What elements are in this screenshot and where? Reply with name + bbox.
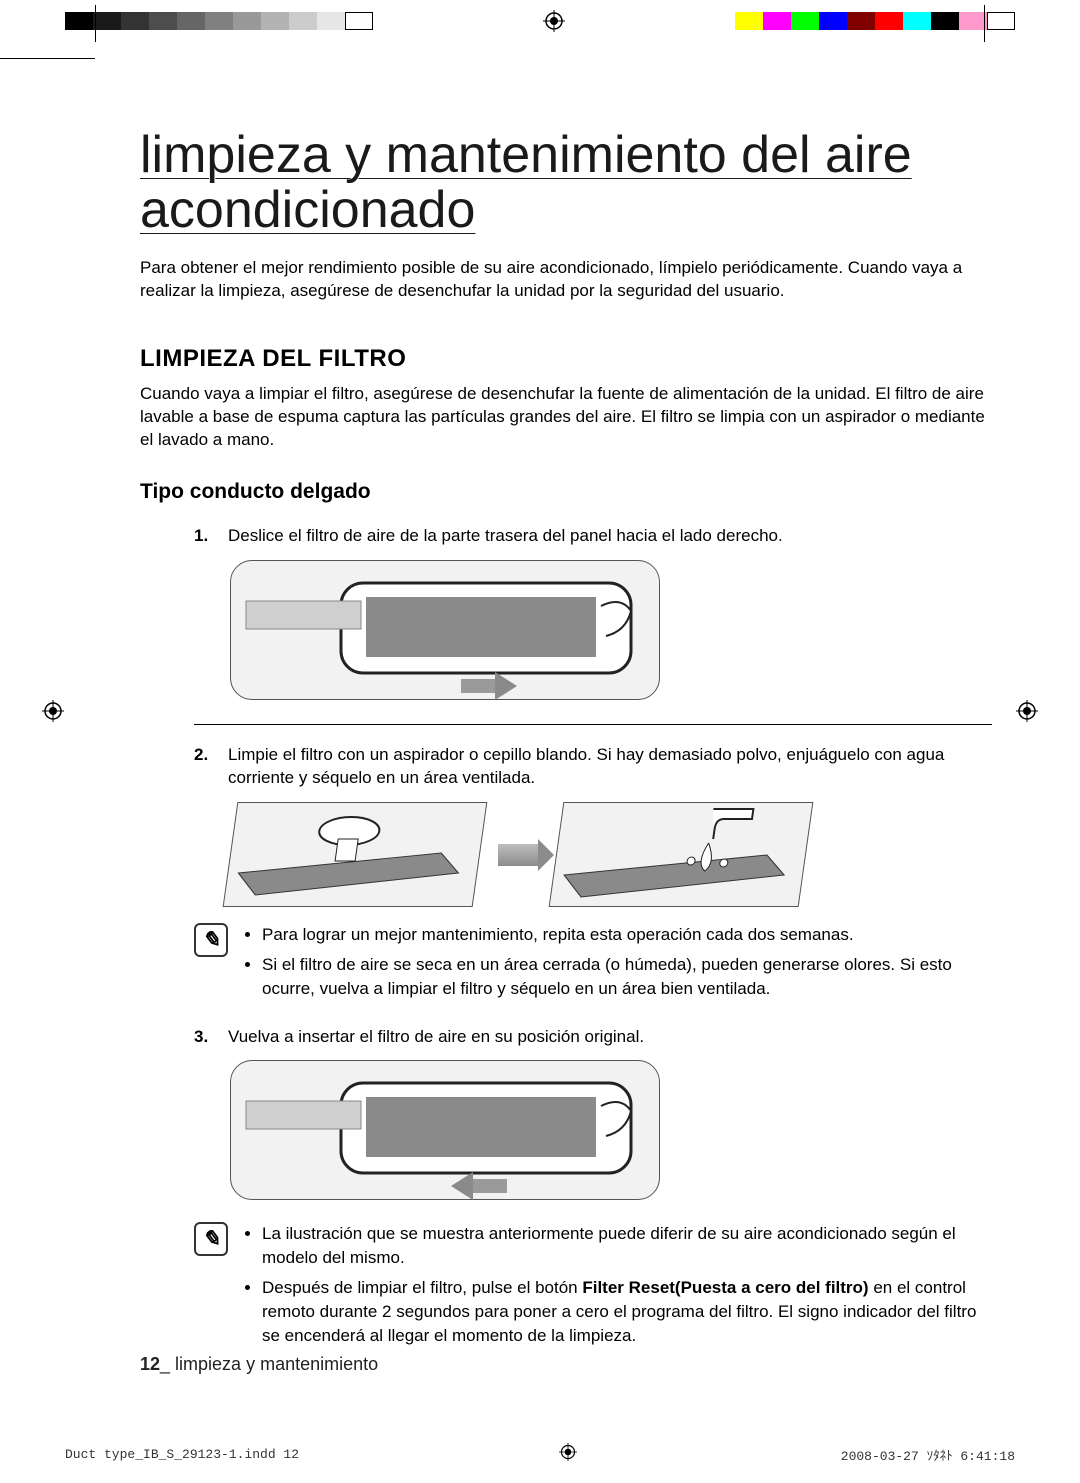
note-block: ✎ La ilustración que se muestra anterior…	[140, 1222, 992, 1353]
note-bullet: Si el filtro de aire se seca en un área …	[262, 953, 992, 1001]
note-list: La ilustración que se muestra anteriorme…	[242, 1222, 992, 1353]
page-footer: 12_ limpieza y mantenimiento	[140, 1354, 378, 1375]
step-item: 3. Vuelva a insertar el filtro de aire e…	[140, 1025, 992, 1354]
vacuum-filter-illustration	[223, 802, 488, 907]
print-file-name: Duct type_IB_S_29123-1.indd 12	[65, 1447, 299, 1462]
arrow-right-icon	[498, 844, 538, 866]
step-list: 1. Deslice el filtro de aire de la parte…	[140, 524, 992, 1354]
intro-paragraph: Para obtener el mejor rendimiento posibl…	[140, 257, 992, 303]
crop-mark	[0, 58, 95, 59]
step-number: 2.	[194, 743, 216, 791]
filter-slide-right-illustration	[230, 560, 660, 700]
registration-mark-icon	[543, 10, 565, 32]
divider	[194, 724, 992, 725]
figure-row	[140, 802, 992, 907]
registration-bar-top	[65, 12, 1015, 30]
section-body: Cuando vaya a limpiar el filtro, asegúre…	[140, 383, 992, 452]
step-text: Vuelva a insertar el filtro de aire en s…	[228, 1025, 644, 1049]
page-title: limpieza y mantenimiento del aire acondi…	[140, 128, 992, 237]
note-text: Después de limpiar el filtro, pulse el b…	[262, 1278, 582, 1297]
page-number: 12	[140, 1354, 160, 1374]
filter-slide-left-illustration	[230, 1060, 660, 1200]
figure	[140, 560, 992, 706]
color-ramp	[735, 12, 1015, 30]
step-number: 1.	[194, 524, 216, 548]
step-item: 1. Deslice el filtro de aire de la parte…	[140, 524, 992, 725]
footer-text: _ limpieza y mantenimiento	[160, 1354, 378, 1374]
step-text: Deslice el filtro de aire de la parte tr…	[228, 524, 783, 548]
rinse-filter-illustration	[549, 802, 814, 907]
figure	[140, 1060, 992, 1206]
note-bullet: Para lograr un mejor mantenimiento, repi…	[262, 923, 992, 947]
note-bullet: Después de limpiar el filtro, pulse el b…	[262, 1276, 992, 1347]
print-footer: Duct type_IB_S_29123-1.indd 12 2008-03-2…	[65, 1443, 1015, 1465]
note-list: Para lograr un mejor mantenimiento, repi…	[242, 923, 992, 1006]
crop-mark	[95, 5, 96, 42]
registration-mark-icon	[42, 700, 64, 722]
step-number: 3.	[194, 1025, 216, 1049]
step-text: Limpie el filtro con un aspirador o cepi…	[228, 743, 992, 791]
subsection-heading: Tipo conducto delgado	[140, 480, 992, 504]
note-bold: Filter Reset(Puesta a cero del filtro)	[582, 1278, 868, 1297]
section-heading: LIMPIEZA DEL FILTRO	[140, 345, 992, 373]
gray-ramp	[65, 12, 373, 30]
page: limpieza y mantenimiento del aire acondi…	[0, 0, 1080, 1483]
note-icon: ✎	[194, 1222, 228, 1256]
registration-mark-icon	[1016, 700, 1038, 722]
content-area: limpieza y mantenimiento del aire acondi…	[140, 128, 992, 1371]
note-bullet: La ilustración que se muestra anteriorme…	[262, 1222, 992, 1270]
crop-mark	[984, 5, 985, 42]
step-item: 2. Limpie el filtro con un aspirador o c…	[140, 743, 992, 1007]
note-block: ✎ Para lograr un mejor mantenimiento, re…	[140, 923, 992, 1006]
registration-mark-icon	[559, 1443, 581, 1465]
note-icon: ✎	[194, 923, 228, 957]
print-timestamp: 2008-03-27 ｿﾀﾈﾄ 6:41:18	[841, 1445, 1015, 1464]
